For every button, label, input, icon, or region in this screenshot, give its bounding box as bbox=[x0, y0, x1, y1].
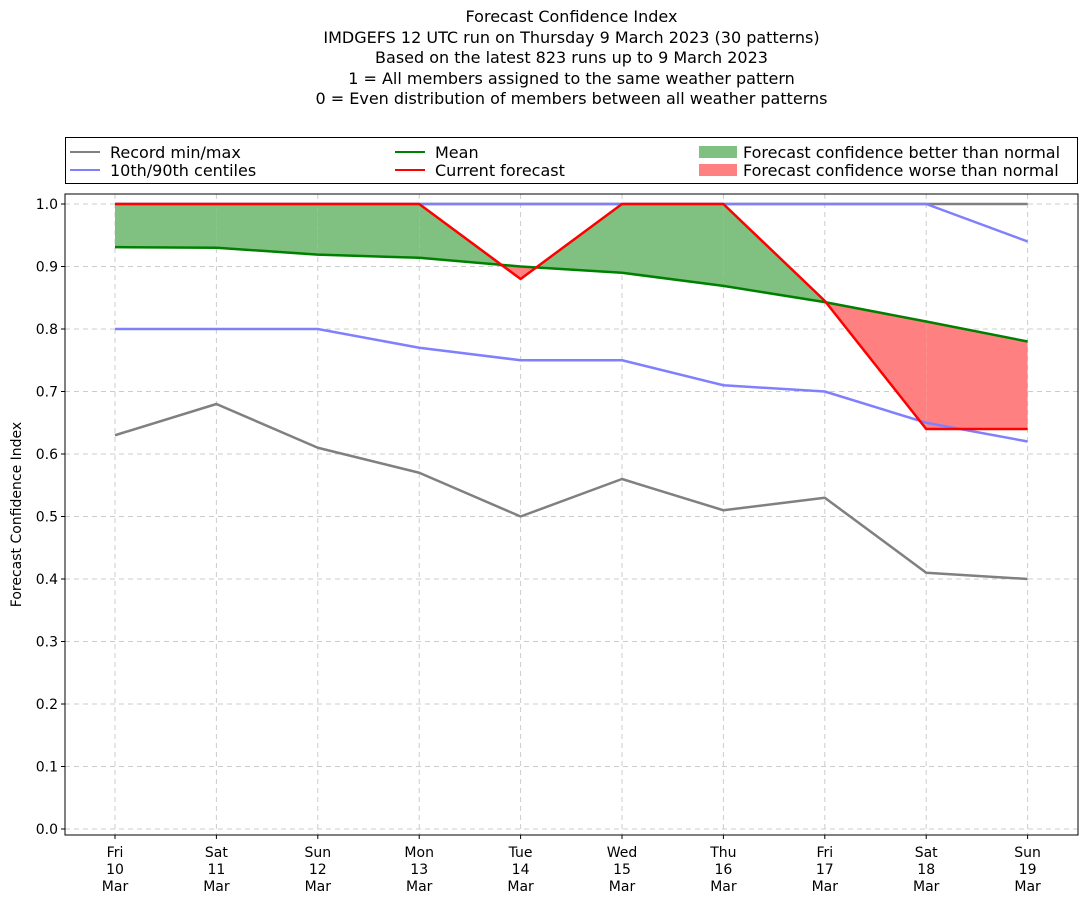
x-tick-label-line: Sat bbox=[205, 845, 228, 861]
legend-item-centiles: 10th/90th centiles bbox=[70, 160, 257, 180]
grid-layer bbox=[65, 194, 1078, 835]
x-tick-label-line: 13 bbox=[410, 862, 428, 878]
x-tick-label-line: 14 bbox=[512, 862, 530, 878]
y-tick-label: 0.3 bbox=[36, 635, 58, 651]
chart-subtitle-run: IMDGEFS 12 UTC run on Thursday 9 March 2… bbox=[323, 27, 820, 47]
y-tick-label: 0.8 bbox=[36, 322, 58, 338]
y-tick-label: 0.2 bbox=[36, 697, 58, 713]
legend-label-current: Current forecast bbox=[435, 160, 565, 180]
x-tick-label-line: Tue bbox=[508, 845, 533, 861]
x-tick-label-line: Wed bbox=[607, 845, 638, 861]
x-tick-label: Thu 16 Mar bbox=[709, 845, 737, 895]
legend-label-mean: Mean bbox=[435, 142, 479, 162]
series-line-mean bbox=[114, 245, 1028, 343]
fill-worse-than-normal bbox=[926, 321, 1028, 429]
x-tick-label-line: 18 bbox=[917, 862, 935, 878]
x-tick-label-line: Sat bbox=[915, 845, 938, 861]
fill-layer bbox=[115, 204, 1028, 429]
legend-label-worse: Forecast confidence worse than normal bbox=[743, 160, 1059, 180]
legend-label-centiles: 10th/90th centiles bbox=[110, 160, 257, 180]
chart-subtitle-scale-min: 0 = Even distribution of members between… bbox=[315, 89, 828, 108]
x-tick-label-line: Mar bbox=[609, 879, 636, 895]
legend-item-mean: Mean bbox=[395, 142, 479, 162]
x-tick-label-line: Mar bbox=[913, 879, 940, 895]
y-tick-label: 0.9 bbox=[36, 260, 58, 276]
series-line-current-forecast bbox=[115, 202, 1028, 431]
x-tick-label-line: Mar bbox=[1014, 879, 1041, 895]
x-tick-label: Fri 17 Mar bbox=[812, 845, 839, 895]
legend-swatch-current bbox=[395, 169, 425, 171]
fill-better-than-normal bbox=[622, 204, 724, 286]
x-tick-label-line: Mar bbox=[203, 879, 230, 895]
series-line-10th-centile bbox=[115, 327, 1028, 443]
y-tick-label: 0.4 bbox=[36, 572, 58, 588]
x-tick-label-line: Mar bbox=[406, 879, 433, 895]
x-tick-label: Sat 11 Mar bbox=[203, 845, 230, 895]
legend-item-better: Forecast confidence better than normal bbox=[699, 142, 1061, 162]
x-tick-label-line: 17 bbox=[816, 862, 834, 878]
x-tick-label: Sun 12 Mar bbox=[304, 845, 331, 895]
x-tick-label-line: 16 bbox=[714, 862, 732, 878]
legend-swatch-record bbox=[70, 151, 100, 153]
legend-swatch-worse bbox=[699, 164, 737, 176]
x-tick-label: Tue 14 Mar bbox=[507, 845, 534, 895]
plot-frame bbox=[64, 193, 1079, 836]
x-tick-label-line: Fri bbox=[816, 845, 833, 861]
x-tick-label: Wed 15 Mar bbox=[607, 845, 638, 895]
legend-label-record: Record min/max bbox=[110, 142, 241, 162]
chart-title-block: Forecast Confidence Index IMDGEFS 12 UTC… bbox=[0, 7, 1092, 110]
fill-better-than-normal bbox=[216, 204, 318, 255]
y-tick-label: 0.6 bbox=[36, 447, 58, 463]
chart-subtitle-basis: Based on the latest 823 runs up to 9 Mar… bbox=[375, 48, 768, 67]
line-layer bbox=[114, 202, 1029, 581]
legend-item-current: Current forecast bbox=[395, 160, 565, 180]
fill-better-than-normal bbox=[115, 204, 217, 248]
legend-item-record: Record min/max bbox=[70, 142, 241, 162]
y-tick-label: 0.5 bbox=[36, 510, 58, 526]
x-tick-label-line: Mar bbox=[102, 879, 129, 895]
chart-title: Forecast Confidence Index bbox=[465, 7, 678, 26]
y-tick-label: 0.1 bbox=[36, 760, 58, 776]
x-tick-label: Sun 19 Mar bbox=[1014, 845, 1041, 895]
x-tick-label-line: Mon bbox=[404, 845, 434, 861]
x-tick-label: Mon 13 Mar bbox=[404, 845, 434, 895]
y-tick-label: 0.0 bbox=[36, 822, 58, 838]
legend-swatch-better bbox=[699, 146, 737, 158]
legend-swatch-mean bbox=[395, 151, 425, 153]
y-tick-label: 0.7 bbox=[36, 385, 58, 401]
y-axis-label: Forecast Confidence Index bbox=[9, 422, 25, 607]
x-tick-label-line: Mar bbox=[710, 879, 737, 895]
fill-better-than-normal bbox=[317, 204, 420, 258]
x-tick-label: Fri 10 Mar bbox=[102, 845, 129, 895]
x-tick-label-line: Thu bbox=[709, 845, 736, 861]
series-line-record-min bbox=[114, 402, 1028, 581]
legend-swatch-centiles bbox=[70, 169, 100, 171]
x-tick-label-line: Mar bbox=[507, 879, 534, 895]
legend-label-better: Forecast confidence better than normal bbox=[743, 142, 1061, 162]
legend-item-worse: Forecast confidence worse than normal bbox=[699, 160, 1059, 180]
x-tick-label-line: Fri bbox=[107, 845, 124, 861]
x-tick-label-line: 12 bbox=[309, 862, 327, 878]
y-tick-label: 1.0 bbox=[36, 197, 58, 213]
chart-legend: Record min/max 10th/90th centiles Mean C… bbox=[65, 137, 1078, 184]
x-tick-label-line: 19 bbox=[1019, 862, 1037, 878]
x-tick-label-line: 10 bbox=[106, 862, 124, 878]
x-tick-label-line: Sun bbox=[1014, 845, 1041, 861]
x-tick-label-line: Mar bbox=[812, 879, 839, 895]
x-tick-label: Sat 18 Mar bbox=[913, 845, 940, 895]
x-tick-label-line: 11 bbox=[207, 862, 225, 878]
x-tick-label-line: Sun bbox=[304, 845, 331, 861]
chart-subtitle-scale-max: 1 = All members assigned to the same wea… bbox=[348, 68, 795, 88]
x-tick-label-line: 15 bbox=[613, 862, 631, 878]
x-tick-label-line: Mar bbox=[305, 879, 332, 895]
